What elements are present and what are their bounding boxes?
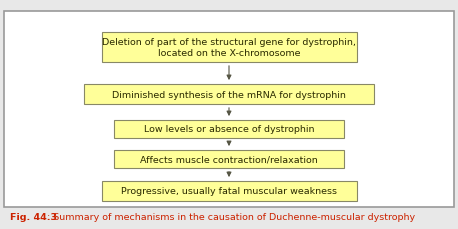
Text: Low levels or absence of dystrophin: Low levels or absence of dystrophin xyxy=(144,125,314,134)
FancyBboxPatch shape xyxy=(114,120,344,138)
FancyBboxPatch shape xyxy=(102,181,356,201)
FancyBboxPatch shape xyxy=(102,33,356,63)
Text: Progressive, usually fatal muscular weakness: Progressive, usually fatal muscular weak… xyxy=(121,187,337,196)
Text: Diminished synthesis of the mRNA for dystrophin: Diminished synthesis of the mRNA for dys… xyxy=(112,90,346,99)
Text: Deletion of part of the structural gene for dystrophin,
located on the X-chromos: Deletion of part of the structural gene … xyxy=(102,38,356,57)
FancyBboxPatch shape xyxy=(84,85,374,105)
FancyBboxPatch shape xyxy=(4,12,454,207)
Text: : Summary of mechanisms in the causation of Duchenne-muscular dystrophy: : Summary of mechanisms in the causation… xyxy=(44,213,415,221)
FancyBboxPatch shape xyxy=(114,150,344,168)
Text: Affects muscle contraction/relaxation: Affects muscle contraction/relaxation xyxy=(140,155,318,164)
Text: Fig. 44.3: Fig. 44.3 xyxy=(10,213,57,221)
